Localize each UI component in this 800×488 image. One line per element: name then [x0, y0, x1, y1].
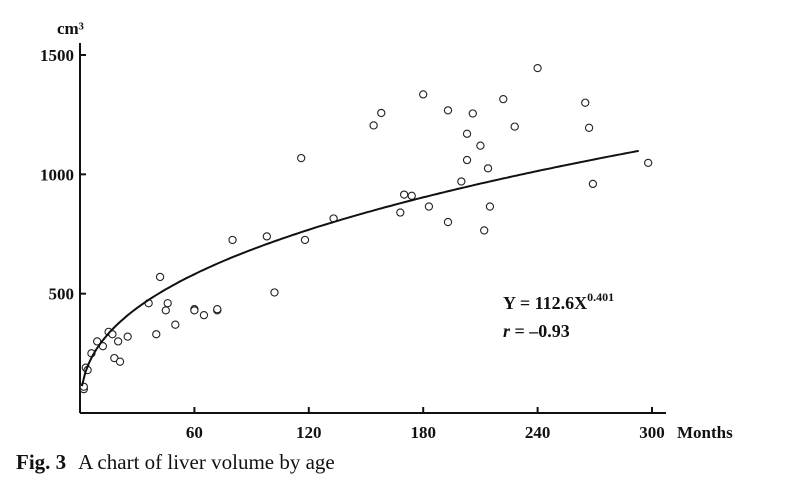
data-point	[399, 190, 409, 199]
x-tick-label: 180	[410, 423, 436, 442]
data-point	[457, 177, 466, 186]
data-point	[123, 332, 132, 341]
y-tick-label: 1500	[40, 46, 74, 65]
data-point	[152, 330, 161, 339]
y-axis-unit-label: cm³	[57, 19, 84, 38]
correlation-symbol: r	[503, 321, 511, 341]
y-tick-label: 1000	[40, 165, 74, 184]
y-ticks: 500 1000 1500	[40, 46, 86, 304]
data-point	[190, 306, 199, 315]
data-points	[79, 63, 653, 394]
data-point	[443, 217, 453, 227]
data-point	[533, 63, 542, 73]
fit-curve	[80, 149, 639, 387]
data-point	[480, 226, 489, 235]
data-point	[644, 158, 653, 168]
figure-caption: Fig. 3 A chart of liver volume by age	[16, 450, 335, 475]
data-point	[79, 382, 88, 391]
correlation-value: = –0.93	[510, 321, 570, 341]
data-point	[270, 288, 279, 297]
axes	[79, 43, 666, 414]
data-point	[424, 202, 434, 211]
data-point	[468, 109, 477, 118]
data-point	[499, 95, 508, 104]
scatter-chart: 500 1000 1500 60 120 180 240 300 cm³ Months Y …	[40, 19, 733, 442]
fit-equation-lhs: Y = 112.6X	[503, 293, 587, 313]
data-point	[199, 310, 209, 320]
figure-caption-text: A chart of liver volume by age	[78, 450, 335, 474]
data-point	[161, 306, 170, 315]
correlation-text: r = –0.93	[503, 321, 570, 341]
data-point	[584, 123, 594, 132]
figure-label: Fig. 3	[16, 450, 67, 474]
data-point	[377, 108, 386, 118]
fit-equation-exponent: 0.401	[587, 290, 614, 304]
y-tick-label: 500	[49, 285, 75, 304]
x-tick-label: 60	[186, 423, 203, 442]
data-point	[396, 208, 405, 217]
data-point	[171, 320, 180, 329]
data-point	[213, 305, 222, 314]
data-point	[483, 164, 493, 173]
data-point	[300, 235, 310, 245]
data-point	[163, 299, 172, 308]
data-point	[588, 179, 598, 189]
data-point	[581, 98, 590, 107]
data-point	[297, 153, 306, 163]
data-point	[228, 235, 237, 245]
data-point	[419, 90, 428, 99]
data-point	[155, 272, 165, 282]
fit-equation: Y = 112.6X0.401	[503, 290, 614, 313]
data-point	[407, 191, 416, 200]
data-point	[462, 155, 472, 165]
data-point	[443, 106, 453, 115]
data-point	[110, 353, 119, 363]
data-point	[510, 122, 519, 131]
x-tick-label: 300	[639, 423, 665, 442]
x-ticks: 60 120 180 240 300	[186, 407, 665, 442]
data-point	[369, 121, 378, 130]
data-point	[115, 357, 125, 366]
data-point	[485, 202, 495, 211]
x-tick-label: 240	[525, 423, 551, 442]
x-axis-unit-label: Months	[677, 423, 733, 442]
data-point	[262, 232, 272, 241]
x-tick-label: 120	[296, 423, 322, 442]
data-point	[462, 129, 472, 138]
data-point	[476, 141, 485, 150]
data-point	[113, 337, 123, 346]
